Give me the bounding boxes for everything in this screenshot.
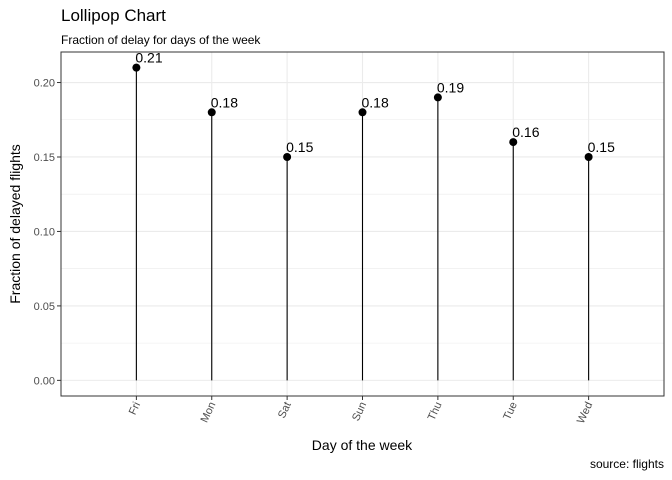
y-axis-title: Fraction of delayed flights — [7, 144, 23, 304]
x-tick-label: Sun — [350, 400, 369, 423]
x-axis-title: Day of the week — [312, 437, 413, 453]
x-tick-label: Sat — [276, 400, 294, 420]
data-label: 0.18 — [211, 94, 238, 110]
data-labels: 0.21 0.18 0.15 0.18 0.19 0.16 0.15 — [135, 50, 615, 155]
y-tick-label: 0.10 — [34, 226, 55, 238]
data-label: 0.16 — [512, 124, 539, 140]
y-tick-label: 0.20 — [34, 78, 55, 90]
x-axis-ticks: Fri Mon Sat Sun Thu Tue Wed — [127, 396, 595, 426]
y-tick-label: 0.05 — [34, 301, 55, 313]
data-label: 0.21 — [135, 50, 162, 66]
lollipop-point — [358, 108, 367, 117]
x-tick-label: Thu — [426, 400, 445, 422]
chart-title: Lollipop Chart — [61, 6, 166, 25]
lollipop-point — [433, 93, 442, 102]
x-tick-label: Fri — [127, 400, 143, 417]
lollipop-point — [132, 63, 141, 72]
points — [132, 63, 593, 161]
lollipop-point — [584, 152, 593, 161]
data-label: 0.19 — [437, 79, 464, 95]
y-tick-label: 0.00 — [34, 375, 55, 387]
data-label: 0.15 — [286, 139, 313, 155]
lollipop-point — [283, 152, 292, 161]
lollipop-point — [207, 108, 216, 117]
y-axis-ticks: 0.00 0.05 0.10 0.15 0.20 — [34, 78, 61, 387]
x-tick-label: Wed — [575, 400, 595, 425]
chart-caption: source: flights — [589, 457, 664, 471]
stems — [135, 67, 590, 381]
data-label: 0.18 — [362, 94, 389, 110]
lollipop-point — [509, 138, 518, 147]
y-tick-label: 0.15 — [34, 152, 55, 164]
x-tick-label: Mon — [199, 400, 219, 424]
x-tick-label: Tue — [501, 400, 520, 422]
data-label: 0.15 — [588, 139, 615, 155]
chart-subtitle: Fraction of delay for days of the week — [61, 33, 261, 47]
